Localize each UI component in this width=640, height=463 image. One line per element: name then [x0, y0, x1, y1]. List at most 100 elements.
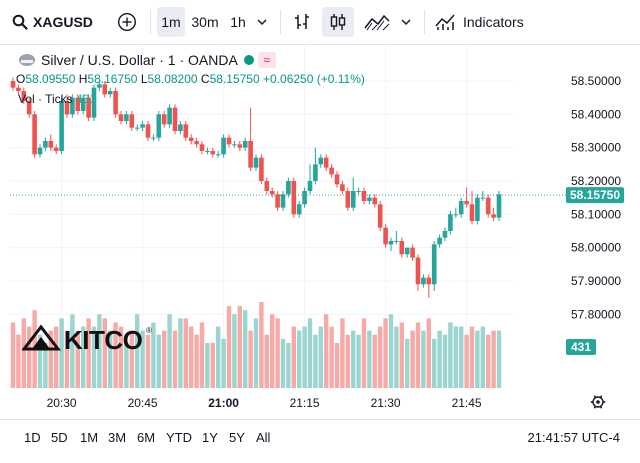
candle [64, 94, 70, 118]
range-3m-button[interactable]: 3M [108, 430, 127, 445]
volume-bar [291, 326, 296, 388]
volume-legend: Vol · Ticks 431 [18, 92, 96, 106]
x-tick-label: 21:45 [452, 396, 482, 410]
chart-style-dropdown-button[interactable] [396, 7, 416, 37]
candle [286, 177, 291, 198]
candle [37, 144, 43, 158]
candle-body [453, 214, 459, 216]
candle [53, 144, 59, 155]
candle-body [291, 180, 297, 215]
chart-style-button[interactable] [360, 7, 394, 37]
volume-bar [415, 322, 421, 388]
candle [329, 164, 334, 178]
volume-bar [253, 318, 259, 388]
candle [361, 187, 367, 205]
candle [264, 177, 270, 195]
candle [183, 120, 189, 141]
bar-type-button[interactable] [288, 7, 316, 37]
candles-button[interactable] [322, 7, 354, 37]
candle [59, 97, 64, 155]
symbol-description: Silver / U.S. Dollar · 1 · OANDA [41, 52, 238, 68]
volume-bar [194, 334, 199, 388]
candle [124, 110, 129, 125]
candle-body [269, 190, 275, 195]
candle [172, 104, 178, 135]
volume-bar [324, 314, 329, 388]
candle [21, 87, 27, 105]
volume-bar [383, 318, 388, 388]
y-tick-label: 58.00000 [571, 241, 621, 255]
candle-body [10, 81, 16, 88]
range-5y-button[interactable]: 5Y [229, 430, 245, 445]
volume-bar [448, 322, 453, 388]
volume-bar [313, 334, 318, 388]
candle-body [286, 180, 291, 195]
range-ytd-button[interactable]: YTD [166, 430, 192, 445]
volume-bar [405, 338, 410, 388]
candle-body [32, 114, 37, 155]
candle [296, 200, 302, 218]
interval-1m-button[interactable]: 1m [157, 7, 185, 37]
wave-icon: ≈ [263, 53, 271, 67]
candle-body [259, 157, 264, 181]
volume-bar [113, 322, 118, 388]
range-5d-button[interactable]: 5D [51, 430, 68, 445]
open-value: 58.09550 [25, 72, 76, 86]
data-problem-badge[interactable]: ≈ [257, 52, 276, 68]
candle [421, 274, 426, 288]
candle-body [26, 100, 32, 115]
candle-body [383, 227, 388, 245]
volume-bar [59, 318, 64, 388]
candle [491, 207, 496, 221]
candle-body [16, 87, 21, 91]
interval-1h-button[interactable]: 1h [225, 7, 251, 37]
range-1m-button[interactable]: 1M [80, 430, 99, 445]
add-symbol-button[interactable] [112, 7, 142, 37]
interval-30m-button[interactable]: 30m [188, 7, 222, 37]
volume-bar [151, 322, 156, 388]
volume-bar [43, 342, 48, 388]
interval-dropdown-button[interactable] [252, 7, 272, 37]
candle-body [437, 237, 442, 245]
range-1y-button[interactable]: 1Y [202, 430, 218, 445]
symbol-search-button[interactable]: XAGUSD [12, 7, 102, 37]
candle [399, 237, 405, 258]
candle [469, 190, 475, 225]
candle-body [275, 194, 280, 208]
candle-body [37, 147, 43, 155]
candle [313, 147, 318, 185]
candle [388, 237, 394, 251]
price-chart[interactable]: 58.50000 58.40000 58.30000 58.20000 58.10000… [0, 44, 640, 419]
volume-bar [162, 330, 167, 388]
exchange-clock[interactable]: 21:41:57 UTC-4 [527, 430, 621, 445]
volume-bar [178, 318, 183, 388]
candle-body [307, 180, 313, 191]
x-tick-label: 21:00 [208, 396, 239, 410]
candle-body [75, 97, 81, 111]
volume-bar [156, 334, 161, 388]
candle-body [361, 190, 367, 201]
range-6m-button[interactable]: 6M [137, 430, 156, 445]
candle [475, 194, 480, 225]
close-value: 58.15750 [209, 72, 260, 86]
candle [307, 164, 313, 195]
volume-bar [421, 330, 426, 388]
last-volume-label-text: 431 [571, 340, 591, 354]
range-1d-button[interactable]: 1D [24, 430, 41, 445]
volume-bar [356, 334, 361, 388]
candle [334, 170, 340, 188]
candle [48, 134, 54, 151]
candle [70, 94, 75, 118]
volume-bar [205, 342, 210, 388]
indicators-button[interactable]: Indicators [434, 7, 534, 37]
svg-text:®: ® [146, 326, 152, 335]
volume-bar [464, 334, 469, 388]
candle-body [151, 137, 156, 139]
volume-bar [145, 334, 151, 388]
settings-icon[interactable] [590, 395, 606, 409]
candle [10, 77, 16, 91]
candle-body [232, 144, 237, 146]
range-all-button[interactable]: All [256, 430, 271, 445]
candle-body [188, 137, 194, 141]
candle-body [356, 190, 361, 192]
